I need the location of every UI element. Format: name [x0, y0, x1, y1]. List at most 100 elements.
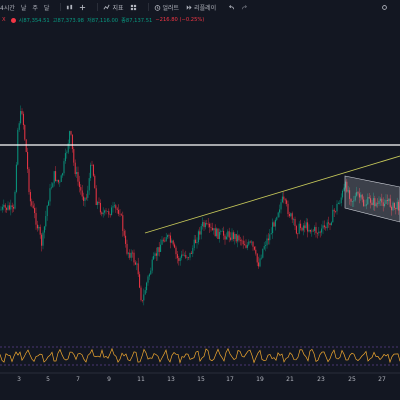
- indicators-icon: [103, 4, 110, 9]
- candle-body: [381, 198, 383, 203]
- interval-selector[interactable]: 4시간: [0, 3, 15, 12]
- candle-body: [256, 253, 258, 263]
- candle-body: [134, 262, 136, 265]
- candle-body: [395, 207, 397, 210]
- indicators-button[interactable]: 지표: [103, 3, 124, 12]
- candle-body: [314, 227, 316, 231]
- candle-body: [20, 111, 22, 124]
- candle-body: [115, 205, 117, 209]
- trendline-drawing[interactable]: [144, 155, 400, 234]
- chart-type-button[interactable]: [66, 4, 73, 11]
- candle-body: [87, 190, 89, 198]
- candle-body: [41, 234, 43, 246]
- candle-body: [350, 198, 352, 202]
- candle-body: [164, 240, 166, 242]
- candle-body: [297, 233, 299, 235]
- symbol-close-marker[interactable]: X: [2, 17, 6, 23]
- candle-body: [255, 249, 257, 254]
- undo-button[interactable]: [228, 4, 235, 11]
- ohlc-low: 저87,116.00: [86, 17, 119, 24]
- candle-body: [210, 227, 212, 228]
- candle-body: [217, 228, 219, 239]
- candle-body: [162, 239, 164, 241]
- candle-body: [318, 231, 320, 234]
- ohlc-close: 종87,137.51: [121, 17, 153, 24]
- candle-body: [319, 231, 321, 233]
- time-axis-label: 3: [17, 376, 21, 383]
- candle-body: [7, 205, 9, 210]
- candle-body: [22, 113, 24, 126]
- undo-icon: [229, 4, 235, 9]
- candle-body: [368, 197, 370, 199]
- candle-body: [122, 215, 124, 231]
- redo-button[interactable]: [241, 4, 248, 11]
- candle-body: [146, 282, 148, 291]
- candle-body: [140, 287, 142, 301]
- candle-body: [293, 219, 295, 220]
- candle-body: [288, 214, 290, 217]
- candle-body: [346, 181, 348, 192]
- alert-button[interactable]: 얼러트: [154, 3, 179, 12]
- candle-body: [354, 195, 356, 201]
- candle-body: [4, 204, 6, 208]
- period-month-label: 달: [43, 4, 50, 12]
- candle-body: [25, 139, 27, 153]
- replay-button[interactable]: 리플레이: [185, 3, 216, 12]
- layout-button[interactable]: [130, 4, 137, 11]
- candle-body: [279, 209, 281, 213]
- candle-body: [204, 223, 206, 228]
- candle-body: [151, 259, 153, 271]
- candle-body: [363, 199, 365, 206]
- candle-body: [113, 205, 115, 207]
- candlestick-series: [0, 105, 400, 306]
- candle-body: [36, 224, 38, 229]
- candle-body: [186, 257, 188, 258]
- candle-body: [17, 129, 19, 165]
- candle-body: [374, 198, 376, 207]
- candle-body: [111, 207, 113, 216]
- candle-body: [216, 228, 218, 237]
- candle-body: [274, 219, 276, 227]
- period-day-button[interactable]: 날: [21, 3, 27, 12]
- candle-body: [175, 247, 177, 255]
- time-axis[interactable]: 3 5 7 9 11 13 15 17 19 21 23 25 27: [0, 374, 400, 388]
- candle-body: [63, 161, 65, 174]
- parallel-channel-drawing[interactable]: [344, 175, 400, 223]
- ohlc-open: 시87,354.51: [18, 17, 50, 24]
- candle-body: [207, 223, 209, 225]
- replay-label: 리플레이: [194, 4, 217, 12]
- candle-body: [81, 190, 83, 197]
- candle-body: [287, 203, 289, 215]
- candle-body: [137, 263, 139, 275]
- candle-body: [206, 223, 208, 224]
- candle-body: [286, 200, 288, 204]
- candle-body: [300, 223, 302, 228]
- compare-button[interactable]: [79, 4, 86, 11]
- candle-body: [356, 192, 358, 196]
- candle-body: [188, 257, 190, 258]
- candle-body: [167, 235, 169, 238]
- candle-body: [24, 125, 26, 140]
- candle-body: [34, 208, 36, 214]
- candle-body: [83, 196, 85, 201]
- candle-body: [165, 237, 167, 242]
- candle-body: [388, 198, 390, 201]
- candle-body: [13, 207, 15, 209]
- candle-body: [179, 257, 181, 262]
- candle-body: [15, 164, 17, 192]
- alarm-clock-icon: [154, 4, 160, 11]
- period-month-button[interactable]: 달: [44, 3, 50, 12]
- candle-body: [221, 230, 223, 232]
- settings-button[interactable]: [381, 4, 388, 11]
- candle-body: [38, 226, 40, 229]
- candle-body: [67, 143, 69, 153]
- candle-body: [389, 198, 391, 207]
- candle-body: [385, 200, 387, 204]
- candle-body: [347, 190, 349, 192]
- candle-body: [370, 198, 372, 203]
- candle-body: [178, 258, 180, 262]
- candle-body: [228, 231, 230, 238]
- candle-body: [332, 209, 334, 223]
- period-week-button[interactable]: 주: [32, 3, 38, 12]
